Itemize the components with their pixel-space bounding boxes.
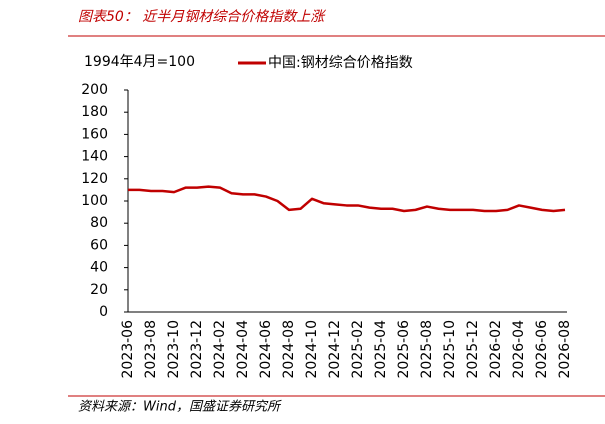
x-tick-label: 2025-02 [350,320,366,379]
x-tick-label: 2024-04 [235,320,251,379]
legend-label: 中国:钢材综合价格指数 [268,55,413,71]
x-tick-label: 2023-08 [143,320,159,379]
y-tick-label: 0 [99,304,108,320]
x-tick-label: 2024-12 [327,320,343,379]
x-tick-label: 2024-10 [304,320,320,379]
x-tick-label: 2024-02 [212,320,228,379]
source: 资料来源：Wind，国盛证券研究所 [78,399,282,415]
chart-title: 图表50： 近半月钢材综合价格指数上涨 [78,9,326,25]
x-tick-label: 2023-10 [166,320,182,379]
x-tick-label: 2026-06 [534,320,550,379]
x-tick-label: 2026-02 [488,320,504,379]
y-tick-label: 180 [81,104,108,120]
y-tick-label: 80 [90,215,108,231]
y-tick-label: 200 [81,82,108,98]
x-tick-label: 2025-10 [442,320,458,379]
y-tick-label: 100 [81,193,108,209]
x-tick-label: 2025-08 [419,320,435,379]
x-tick-label: 2023-06 [120,320,136,379]
x-tick-label: 2023-12 [189,320,205,379]
y-unit-label: 1994年4月=100 [84,54,195,70]
line-series [128,185,566,213]
y-tick-label: 160 [81,126,108,142]
x-tick-label: 2024-06 [258,320,274,379]
x-tick-label: 2024-08 [281,320,297,379]
x-tick-label: 2026-04 [511,320,527,379]
x-tick-label: 2025-06 [396,320,412,379]
x-tick-label: 2026-08 [557,320,573,379]
x-tick-label: 2025-12 [465,320,481,379]
y-tick-label: 60 [90,237,108,253]
x-tick-label: 2025-04 [373,320,389,379]
y-tick-label: 40 [90,260,108,276]
y-tick-label: 20 [90,282,108,298]
y-tick-label: 140 [81,149,108,165]
y-tick-label: 120 [81,171,108,187]
